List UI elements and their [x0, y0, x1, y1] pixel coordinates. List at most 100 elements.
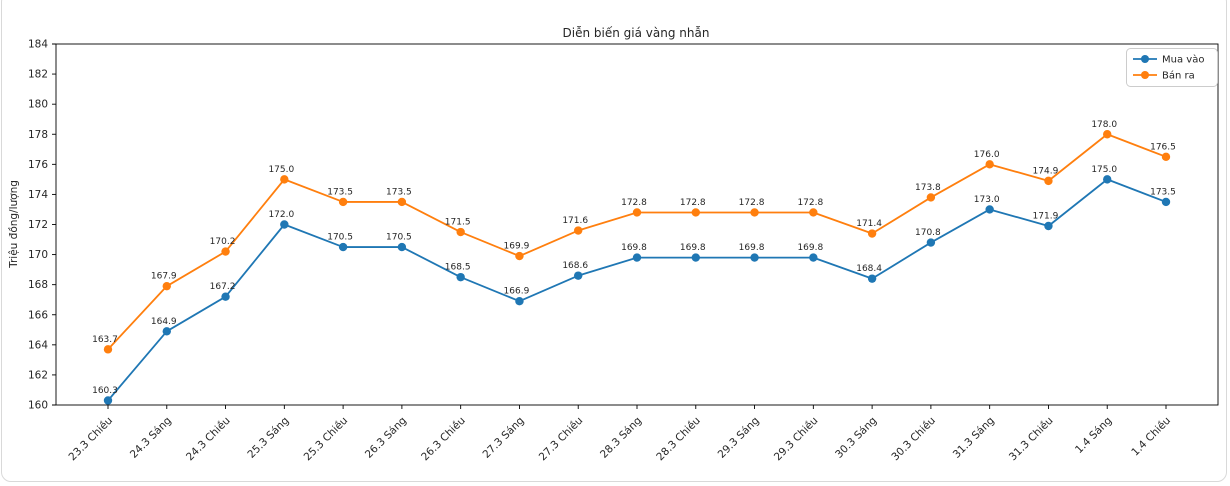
x-tick-label: 25.3 Chiều [302, 415, 351, 464]
data-point [221, 247, 230, 256]
data-point-label: 167.2 [210, 282, 236, 292]
chart-title: Diễn biến giá vàng nhẫn [563, 26, 710, 40]
data-point [926, 193, 936, 202]
x-tick-label: 30.3 Sáng [833, 415, 879, 461]
data-point-label: 173.5 [327, 187, 353, 197]
data-point [1044, 221, 1053, 231]
data-point [456, 227, 465, 237]
data-point-label: 170.2 [210, 237, 236, 247]
data-point-label: 173.5 [1150, 187, 1176, 197]
data-point-label: 170.5 [386, 233, 412, 243]
data-point-label: 172.0 [268, 210, 294, 220]
data-point-label: 173.5 [386, 187, 412, 197]
data-point-label: 171.9 [1033, 212, 1059, 222]
data-point-label: 163.7 [92, 335, 118, 345]
data-point [162, 281, 171, 291]
data-point [1161, 152, 1171, 162]
data-point [221, 292, 230, 301]
data-point [926, 238, 936, 247]
data-point [338, 197, 348, 207]
data-point-label: 164.9 [151, 317, 177, 327]
data-point-label: 166.9 [504, 287, 530, 297]
data-point-label: 170.8 [915, 228, 941, 238]
x-tick-label: 24.3 Sáng [128, 415, 174, 461]
data-point-label: 172.8 [680, 198, 706, 208]
legend-frame [1126, 48, 1218, 87]
data-point [456, 272, 465, 282]
data-point [103, 345, 113, 354]
x-tick-label: 27.3 Sáng [481, 415, 527, 461]
data-point-label: 168.6 [562, 261, 588, 271]
data-point-label: 176.5 [1150, 142, 1176, 152]
y-tick-label: 168 [28, 279, 48, 291]
x-tick-label: 23.3 Chiều [67, 415, 116, 464]
y-tick-label: 166 [28, 309, 48, 321]
data-point [867, 274, 877, 283]
series-line [107, 133, 1167, 350]
legend-item-ban-ra: Bán ra [1133, 70, 1195, 82]
data-point [985, 205, 994, 214]
x-tick-label: 25.3 Sáng [245, 415, 291, 461]
data-point-label: 168.4 [856, 264, 882, 274]
y-tick-label: 176 [28, 159, 48, 171]
x-tick-label: 28.3 Sáng [598, 415, 644, 461]
data-point [691, 208, 700, 217]
data-point [338, 242, 348, 252]
x-tick-label: 29.3 Sáng [716, 415, 762, 461]
data-point [809, 208, 818, 217]
x-tick-label: 31.3 Chiều [1007, 415, 1056, 464]
y-tick-label: 172 [28, 219, 48, 231]
data-point [1103, 130, 1112, 139]
y-tick-label: 164 [28, 339, 48, 351]
x-tick-label: 1.4 Sáng [1073, 415, 1114, 456]
x-tick-label: 24.3 Chiều [184, 415, 233, 464]
data-point [574, 226, 583, 235]
data-point [515, 297, 524, 306]
x-tick-label: 28.3 Chiều [654, 415, 703, 464]
data-point-label: 172.8 [621, 198, 647, 208]
data-point-label: 174.9 [1033, 166, 1059, 176]
x-tick-label: 27.3 Chiều [537, 415, 586, 464]
data-point [1103, 175, 1112, 184]
data-point [515, 251, 524, 261]
legend-marker-orange [1141, 71, 1149, 79]
data-point [632, 208, 642, 217]
data-point [574, 271, 583, 280]
data-point-label: 169.8 [797, 243, 823, 253]
data-point [103, 396, 113, 405]
data-point-label: 169.8 [680, 243, 706, 253]
y-axis-label: Triệu đồng/lượng [8, 180, 20, 269]
legend-label-mua-vao: Mua vào [1162, 54, 1204, 66]
y-tick-label: 184 [28, 39, 48, 51]
data-point-label: 171.6 [562, 216, 588, 226]
data-point [632, 253, 642, 262]
data-point-label: 168.5 [445, 263, 471, 273]
data-point-label: 173.0 [974, 195, 1000, 205]
data-point [809, 253, 818, 262]
data-point-label: 172.8 [739, 198, 765, 208]
y-tick-label: 180 [28, 99, 48, 111]
x-tick-label: 1.4 Chiều [1129, 415, 1173, 459]
data-point-label: 169.8 [739, 243, 765, 253]
data-point [162, 327, 171, 336]
data-point [1044, 176, 1053, 186]
x-tick-label: 30.3 Chiều [889, 415, 938, 464]
legend-marker-blue [1141, 55, 1149, 63]
y-axis: 160 162 164 166 168 170 172 174 176 178 180 182 184 [28, 39, 56, 412]
data-point [397, 197, 407, 207]
data-point [691, 253, 700, 262]
series-bán-ra: 163.7 167.9 170.2 175.0 173.5 173.5 171.5 169.9… [92, 120, 1176, 354]
y-tick-label: 162 [28, 369, 48, 381]
x-tick-label: 26.3 Chiều [419, 415, 468, 464]
y-tick-label: 182 [28, 69, 48, 81]
data-point [750, 253, 759, 262]
data-point-label: 169.9 [504, 242, 530, 252]
data-point-label: 173.8 [915, 183, 941, 193]
legend-label-ban-ra: Bán ra [1162, 70, 1195, 82]
data-point [280, 175, 289, 184]
x-tick-label: 26.3 Sáng [363, 415, 409, 461]
data-point-label: 175.0 [1091, 165, 1117, 175]
data-point-label: 167.9 [151, 272, 177, 282]
data-point-label: 171.5 [445, 218, 471, 228]
